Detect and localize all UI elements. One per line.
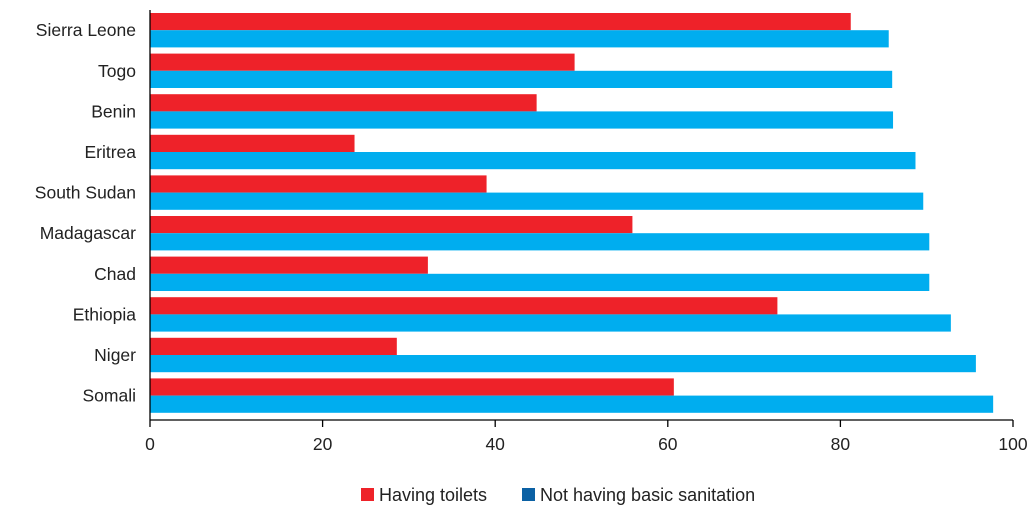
- x-tick-label-80: 80: [831, 434, 851, 454]
- x-axis-ticks: 0 20 40 60 80 100: [145, 420, 1028, 454]
- category-label-chad: Chad: [94, 264, 136, 284]
- bar-not-having-basic-sanitation-ethiopia: [150, 314, 951, 332]
- bar-having-toilets-togo: [150, 53, 575, 71]
- x-tick-label-60: 60: [658, 434, 678, 454]
- bar-not-having-basic-sanitation-togo: [150, 70, 893, 88]
- legend-swatch-having-toilets: [361, 488, 374, 501]
- category-label-togo: Togo: [98, 61, 136, 81]
- legend: Having toilets Not having basic sanitati…: [361, 485, 755, 505]
- bar-not-having-basic-sanitation-benin: [150, 111, 894, 129]
- category-label-eritrea: Eritrea: [84, 142, 136, 162]
- bar-not-having-basic-sanitation-madagascar: [150, 233, 930, 251]
- bar-not-having-basic-sanitation-chad: [150, 273, 930, 291]
- bar-having-toilets-sierra-leone: [150, 13, 851, 31]
- category-label-niger: Niger: [94, 345, 136, 365]
- category-label-ethiopia: Ethiopia: [73, 304, 137, 324]
- bar-having-toilets-benin: [150, 94, 537, 112]
- bars-group: [150, 13, 994, 413]
- bar-not-having-basic-sanitation-eritrea: [150, 152, 916, 170]
- bar-having-toilets-niger: [150, 337, 397, 355]
- bar-having-toilets-ethiopia: [150, 297, 778, 315]
- bar-having-toilets-somali: [150, 378, 674, 396]
- bar-not-having-basic-sanitation-niger: [150, 355, 976, 373]
- bar-not-having-basic-sanitation-sierra-leone: [150, 30, 889, 48]
- bar-having-toilets-eritrea: [150, 134, 355, 152]
- bar-having-toilets-madagascar: [150, 216, 633, 234]
- bar-having-toilets-chad: [150, 256, 428, 274]
- x-tick-label-0: 0: [145, 434, 155, 454]
- category-label-madagascar: Madagascar: [40, 223, 136, 243]
- category-label-benin: Benin: [91, 101, 136, 121]
- category-label-south-sudan: South Sudan: [35, 183, 136, 203]
- bar-not-having-basic-sanitation-south-sudan: [150, 192, 924, 210]
- legend-swatch-not-having-basic-sanitation: [522, 488, 535, 501]
- category-label-sierra-leone: Sierra Leone: [36, 20, 136, 40]
- bar-not-having-basic-sanitation-somali: [150, 395, 994, 413]
- legend-label-not-having-basic-sanitation: Not having basic sanitation: [540, 485, 755, 505]
- category-labels: Sierra Leone Togo Benin Eritrea South Sudan M…: [35, 20, 136, 405]
- x-tick-label-100: 100: [998, 434, 1027, 454]
- legend-label-having-toilets: Having toilets: [379, 485, 487, 505]
- x-tick-label-40: 40: [485, 434, 505, 454]
- x-tick-label-20: 20: [313, 434, 333, 454]
- bar-having-toilets-south-sudan: [150, 175, 487, 193]
- category-label-somali: Somali: [83, 386, 137, 406]
